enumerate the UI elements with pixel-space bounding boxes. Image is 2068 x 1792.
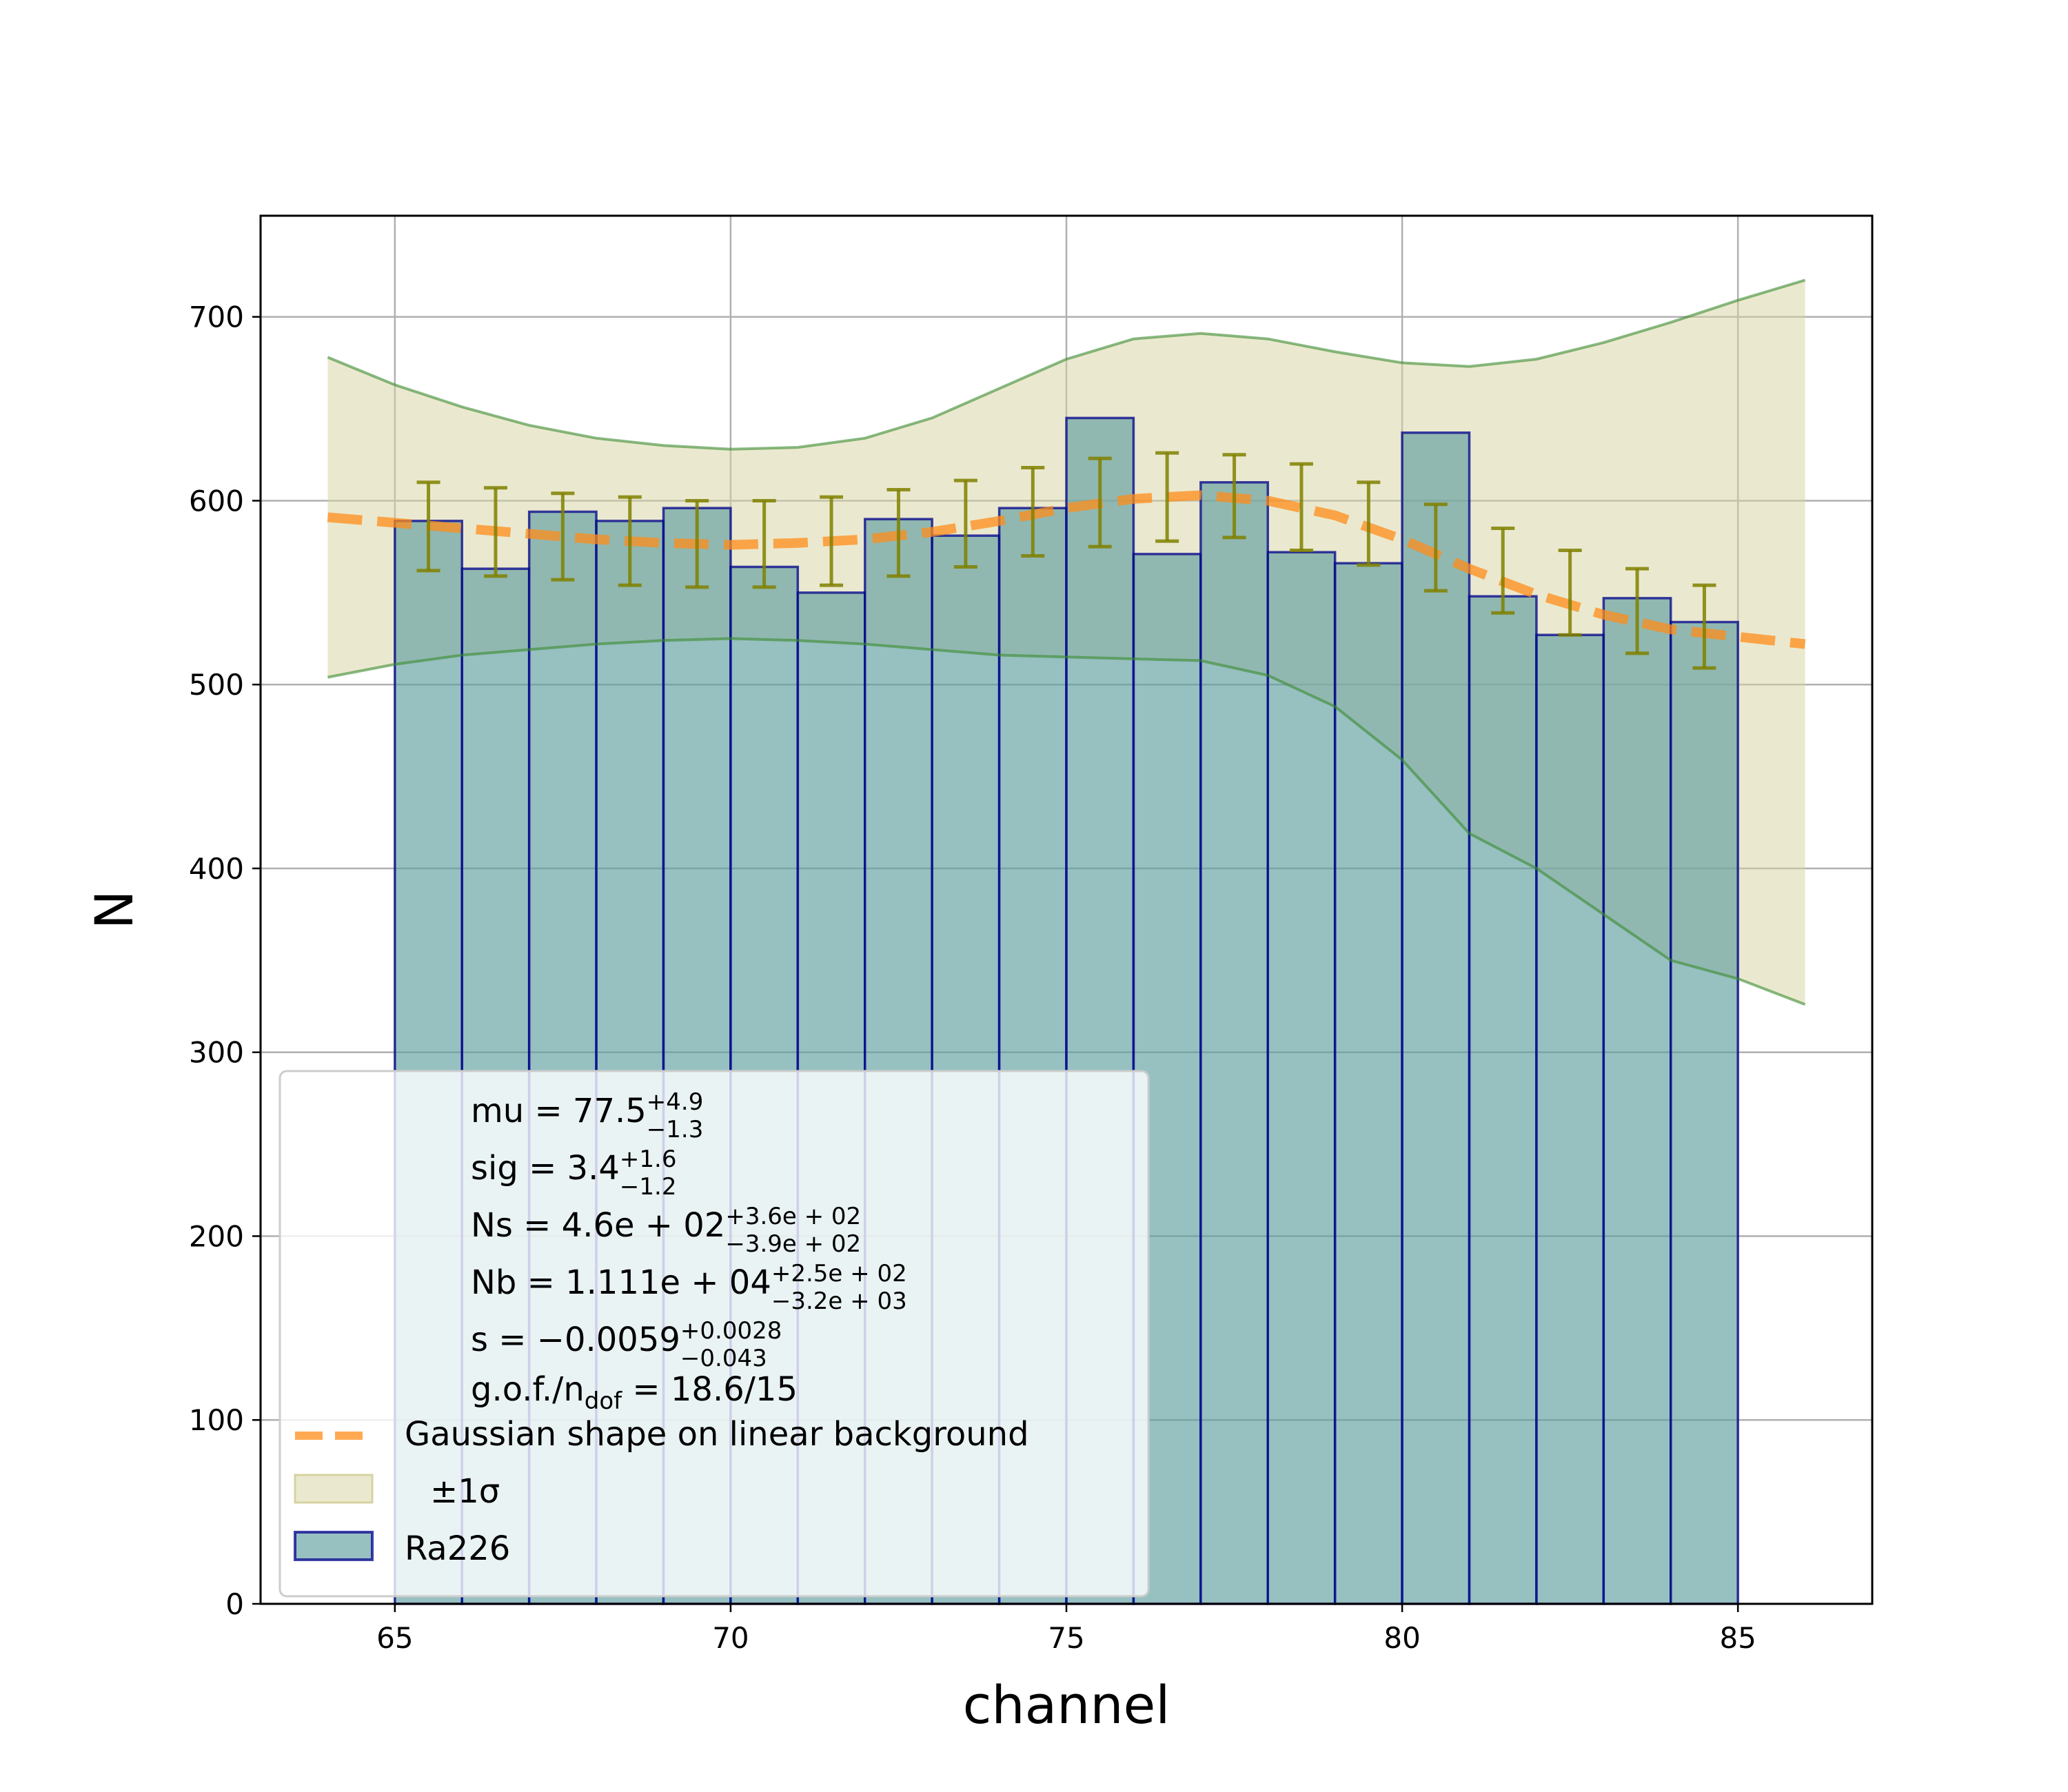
y-tick-label: 200	[189, 1219, 244, 1253]
legend-param-value: Nb = 1.111e + 04	[471, 1263, 771, 1302]
x-axis-ticks: 65 70 75 80 85	[376, 1604, 1756, 1655]
legend-gof-subscript: dof	[585, 1387, 622, 1415]
legend-param-lower-error: −3.9e + 02	[725, 1230, 861, 1258]
legend-param-lower-error: −3.2e + 03	[771, 1287, 907, 1315]
legend-param: Ns = 4.6e + 02+3.6e + 02	[471, 1203, 861, 1245]
legend-box	[278, 1070, 1150, 1598]
histogram-bar	[1199, 481, 1270, 1605]
y-tick-label: 300	[189, 1036, 244, 1070]
y-tick-label: 700	[189, 301, 244, 334]
y-axis-ticks: 0 100 200 300 400 500 600 700	[189, 301, 261, 1621]
legend-param-upper-error: +1.6	[620, 1146, 677, 1173]
legend-param-upper-error: +2.5e + 02	[771, 1260, 907, 1287]
legend-gof: g.o.f./ndof = 18.6/15	[471, 1370, 798, 1415]
legend-param-value: sig = 3.4	[471, 1149, 620, 1188]
legend-param-upper-error: +4.9	[647, 1088, 704, 1116]
legend-param: sig = 3.4+1.6	[471, 1146, 676, 1188]
x-tick-label: 65	[376, 1621, 413, 1655]
x-tick-label: 75	[1048, 1621, 1084, 1655]
legend-param: s = −0.0059+0.0028	[471, 1317, 782, 1359]
legend-entry-label: Gaussian shape on linear background	[405, 1415, 1029, 1454]
histogram-bar	[1401, 431, 1471, 1605]
histogram-bar	[1333, 562, 1403, 1605]
x-tick-label: 85	[1719, 1621, 1756, 1655]
x-axis-title: channel	[963, 1674, 1170, 1735]
legend-param: mu = 77.5+4.9	[471, 1088, 703, 1130]
legend-param-value: mu = 77.5	[471, 1092, 647, 1130]
x-tick-label: 80	[1383, 1621, 1420, 1655]
legend-gof-value: = 18.6/15	[622, 1370, 798, 1409]
sigma-band-edges	[327, 278, 1806, 1006]
legend-param-upper-error: +0.0028	[680, 1317, 782, 1345]
legend-entry-label: Ra226	[405, 1529, 510, 1568]
legend-param-lower-error: −0.043	[680, 1345, 767, 1372]
legend-param-value: Ns = 4.6e + 02	[471, 1206, 725, 1245]
y-tick-label: 400	[189, 852, 244, 886]
y-tick-label: 500	[189, 668, 244, 702]
legend-param-lower-error: −1.2	[620, 1173, 677, 1201]
sigma-band-upper	[327, 278, 1806, 451]
histogram-bar	[1266, 551, 1337, 1605]
y-tick-label: 0	[225, 1587, 244, 1621]
histogram-bar	[1670, 620, 1739, 1605]
legend-param-upper-error: +3.6e + 02	[725, 1203, 861, 1230]
legend-gof-label: g.o.f./n	[471, 1370, 585, 1409]
sigma-band-lower	[327, 637, 1806, 1006]
legend-entry-label: ±1σ	[430, 1472, 500, 1511]
histogram-bar	[1468, 595, 1538, 1605]
histogram-bar	[1535, 633, 1605, 1605]
histogram-bar	[1602, 597, 1672, 1605]
legend-param-lower-error: −1.3	[647, 1116, 704, 1143]
x-tick-label: 70	[712, 1621, 749, 1655]
legend-hist-swatch	[294, 1531, 374, 1561]
y-tick-label: 600	[189, 484, 244, 518]
legend-param-value: s = −0.0059	[471, 1321, 680, 1359]
fit-curve-line	[327, 490, 1806, 649]
legend-param: Nb = 1.111e + 04+2.5e + 02	[471, 1260, 907, 1302]
y-tick-label: 100	[189, 1403, 244, 1437]
fit-curve	[327, 490, 1806, 649]
legend-band-swatch	[294, 1474, 374, 1504]
error-bars	[416, 451, 1716, 670]
y-axis-title: N	[83, 890, 145, 930]
